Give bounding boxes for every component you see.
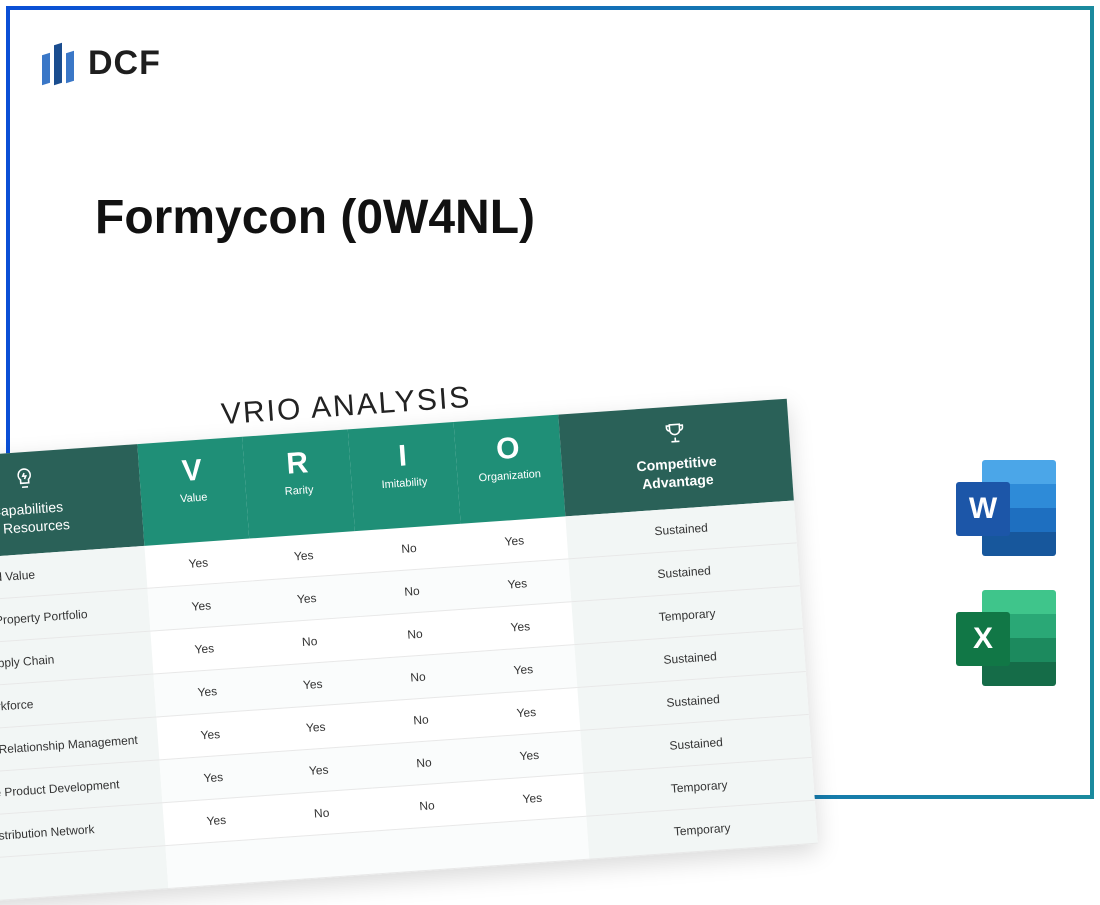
cell-i: No <box>367 695 475 745</box>
cell-r: Yes <box>250 531 358 581</box>
cell-o: Yes <box>478 773 586 823</box>
cell-v: Yes <box>153 667 261 717</box>
brand-name: DCF <box>88 44 161 83</box>
cell-i: No <box>364 652 472 702</box>
cell-i: No <box>355 524 463 574</box>
word-icon: W <box>956 460 1056 556</box>
brand-logo: DCF <box>42 38 161 88</box>
cell-o: Yes <box>460 516 568 566</box>
col-value: V Value <box>137 436 249 545</box>
col-advantage: CompetitiveAdvantage <box>558 398 793 516</box>
cell-r: No <box>268 788 376 838</box>
cell-r: No <box>256 616 364 666</box>
file-icons-group: W X <box>956 460 1056 686</box>
col-rarity: R Rarity <box>242 429 354 538</box>
cell-o: Yes <box>475 730 583 780</box>
cell-v: Yes <box>156 710 264 760</box>
cell-r: Yes <box>259 659 367 709</box>
col-capabilities-label: Capabilitiesor Resources <box>0 492 135 543</box>
col-imitability: I Imitability <box>348 422 460 531</box>
col-capabilities: Capabilitiesor Resources <box>0 444 144 562</box>
cell-r: Yes <box>253 574 361 624</box>
cell-o: Yes <box>466 602 574 652</box>
cell-i: No <box>373 781 481 831</box>
cell-o: Yes <box>472 687 580 737</box>
cell-o: Yes <box>463 559 571 609</box>
vrio-table-container: VRIO ANALYSIS Capabilitiesor Resources V… <box>0 358 818 905</box>
vrio-table: Capabilitiesor Resources V Value R Rarit… <box>0 398 818 905</box>
cell-r: Yes <box>262 702 370 752</box>
cell-v: Yes <box>162 795 270 845</box>
cell-i <box>376 824 484 874</box>
cell-r <box>271 831 379 881</box>
cell-v <box>165 838 273 888</box>
cell-v: Yes <box>150 624 258 674</box>
word-badge: W <box>956 482 1010 536</box>
cell-i: No <box>358 566 466 616</box>
page-title: Formycon (0W4NL) <box>95 190 535 245</box>
logo-bars-icon <box>42 38 78 88</box>
cell-i: No <box>361 609 469 659</box>
excel-badge: X <box>956 612 1010 666</box>
cell-o <box>481 816 589 866</box>
vrio-table-body: Strong Brand ValueYesYesNoYesSustainedIn… <box>0 500 818 904</box>
excel-icon: X <box>956 590 1056 686</box>
cell-v: Yes <box>159 752 267 802</box>
cell-v: Yes <box>147 581 255 631</box>
cell-v: Yes <box>144 539 252 589</box>
col-organization: O Organization <box>453 414 565 523</box>
cell-r: Yes <box>265 745 373 795</box>
cell-i: No <box>370 738 478 788</box>
cell-o: Yes <box>469 645 577 695</box>
